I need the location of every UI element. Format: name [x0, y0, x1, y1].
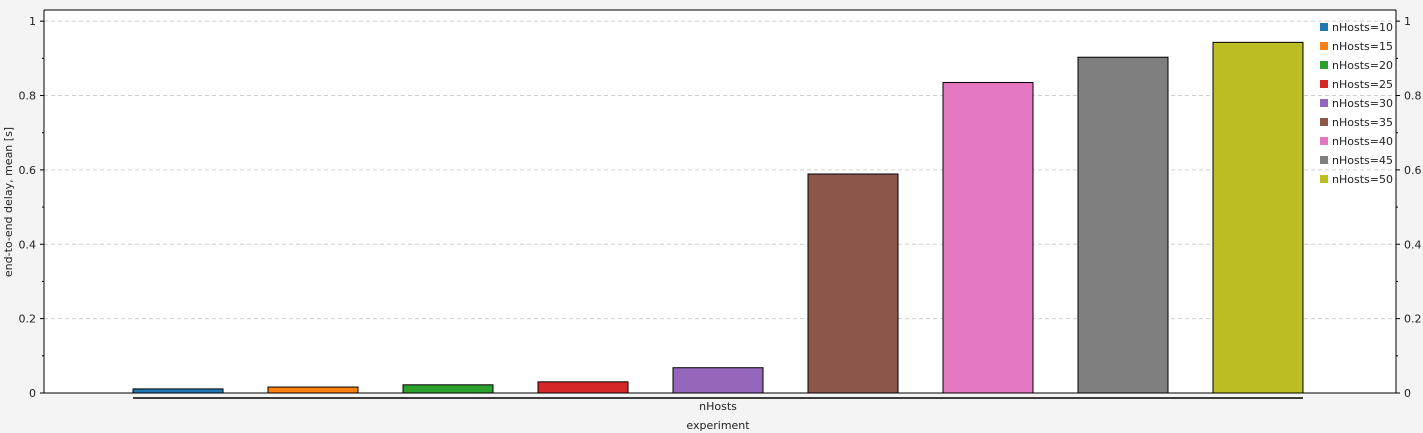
- grid-lines: [44, 20, 1396, 320]
- legend-swatch: [1320, 99, 1328, 107]
- legend-label: nHosts=10: [1332, 21, 1393, 34]
- legend-label: nHosts=50: [1332, 173, 1393, 186]
- bar: [807, 173, 899, 394]
- bar: [672, 367, 764, 394]
- y-tick-label-right: 1: [1404, 15, 1411, 28]
- x-axis-title: experiment: [686, 419, 750, 432]
- y-tick-label-right: 0.6: [1404, 164, 1422, 177]
- legend-swatch: [1320, 23, 1328, 31]
- y-tick-label-left: 0.4: [19, 238, 37, 251]
- y-axis-ticks: 0 0 0.2 0.2 0.4 0.4 0.6 0.6 0.8 0.8 1 1: [19, 15, 1422, 400]
- legend-swatch: [1320, 137, 1328, 145]
- legend-label: nHosts=45: [1332, 154, 1393, 167]
- legend-swatch: [1320, 61, 1328, 69]
- y-axis-title: end-to-end delay, mean [s]: [2, 127, 15, 277]
- legend: nHosts=10 nHosts=15 nHosts=20 nHosts=25 nHos…: [1320, 21, 1393, 186]
- legend-label: nHosts=35: [1332, 116, 1393, 129]
- bar: [132, 388, 224, 394]
- legend-swatch: [1320, 118, 1328, 126]
- plot-area: [44, 10, 1396, 393]
- y-tick-label-right: 0.8: [1404, 90, 1422, 103]
- legend-swatch: [1320, 175, 1328, 183]
- y-tick-label-left: 0.8: [19, 90, 37, 103]
- bar: [942, 82, 1034, 394]
- bar: [1077, 56, 1169, 394]
- y-tick-label-right: 0.2: [1404, 313, 1422, 326]
- y-tick-label-left: 0.2: [19, 313, 37, 326]
- bar: [537, 381, 629, 394]
- bar: [1212, 41, 1304, 394]
- legend-swatch: [1320, 42, 1328, 50]
- legend-label: nHosts=30: [1332, 97, 1393, 110]
- y-tick-label-right: 0.4: [1404, 238, 1422, 251]
- y-tick-label-left: 0: [29, 387, 36, 400]
- legend-swatch: [1320, 80, 1328, 88]
- legend-label: nHosts=25: [1332, 78, 1393, 91]
- group-label: nHosts: [699, 400, 737, 413]
- y-tick-label-left: 0.6: [19, 164, 37, 177]
- bar: [267, 386, 359, 394]
- legend-label: nHosts=40: [1332, 135, 1393, 148]
- bar: [402, 384, 494, 394]
- y-tick-label-right: 0: [1404, 387, 1411, 400]
- legend-label: nHosts=20: [1332, 59, 1393, 72]
- y-tick-label-left: 1: [29, 15, 36, 28]
- legend-label: nHosts=15: [1332, 40, 1393, 53]
- legend-swatch: [1320, 156, 1328, 164]
